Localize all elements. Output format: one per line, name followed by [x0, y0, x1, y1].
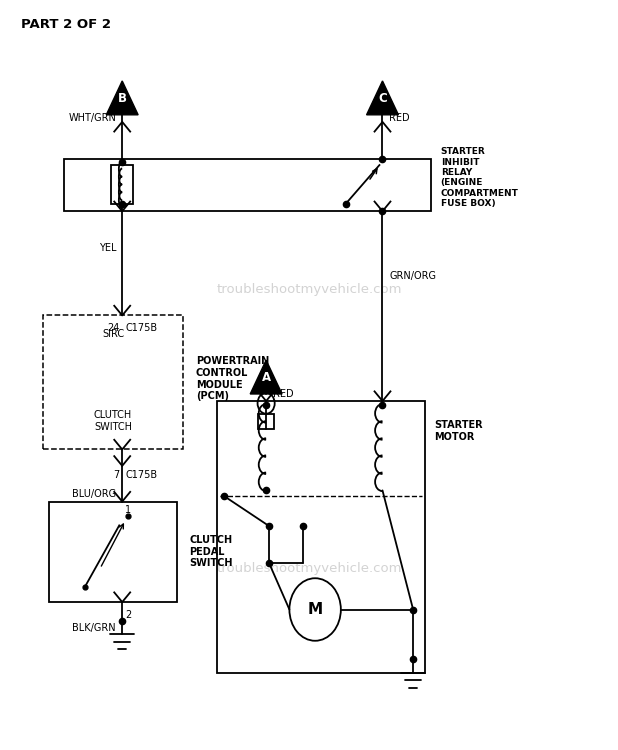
- Text: CLUTCH
PEDAL
SWITCH: CLUTCH PEDAL SWITCH: [190, 536, 233, 568]
- Text: SIRC: SIRC: [102, 329, 124, 339]
- Bar: [64, 159, 431, 212]
- Text: 7: 7: [113, 470, 119, 480]
- Bar: [43, 316, 184, 449]
- Text: POWERTRAIN
CONTROL
MODULE
(PCM): POWERTRAIN CONTROL MODULE (PCM): [196, 356, 269, 401]
- Text: M: M: [308, 602, 323, 617]
- Text: 24: 24: [107, 323, 119, 333]
- Polygon shape: [366, 81, 399, 115]
- Text: troubleshootmyvehicle.com: troubleshootmyvehicle.com: [216, 283, 402, 296]
- Bar: [111, 165, 133, 204]
- Text: troubleshootmyvehicle.com: troubleshootmyvehicle.com: [216, 562, 402, 575]
- Text: 2: 2: [125, 610, 132, 620]
- Text: CLUTCH
SWITCH: CLUTCH SWITCH: [94, 410, 132, 432]
- Text: RED: RED: [274, 388, 294, 398]
- Text: RED: RED: [389, 113, 409, 123]
- Text: B: B: [117, 92, 127, 105]
- Text: 1: 1: [125, 506, 132, 515]
- Text: BLU/ORG: BLU/ORG: [72, 489, 116, 499]
- Text: A: A: [261, 371, 271, 385]
- Polygon shape: [250, 360, 282, 394]
- Text: BLK/GRN: BLK/GRN: [72, 623, 116, 633]
- Polygon shape: [106, 81, 138, 115]
- Text: STARTER
INHIBIT
RELAY
(ENGINE
COMPARTMENT
FUSE BOX): STARTER INHIBIT RELAY (ENGINE COMPARTMEN…: [441, 147, 519, 208]
- Bar: [258, 414, 274, 428]
- Bar: [49, 502, 177, 602]
- Text: C175B: C175B: [125, 323, 158, 333]
- Text: YEL: YEL: [99, 244, 116, 254]
- Text: C175B: C175B: [125, 470, 158, 480]
- Text: C: C: [378, 92, 387, 105]
- Text: PART 2 OF 2: PART 2 OF 2: [21, 18, 111, 31]
- Text: STARTER
MOTOR: STARTER MOTOR: [434, 420, 483, 442]
- Text: GRN/ORG: GRN/ORG: [390, 272, 437, 281]
- Text: WHT/GRN: WHT/GRN: [68, 113, 116, 123]
- Bar: [217, 401, 425, 673]
